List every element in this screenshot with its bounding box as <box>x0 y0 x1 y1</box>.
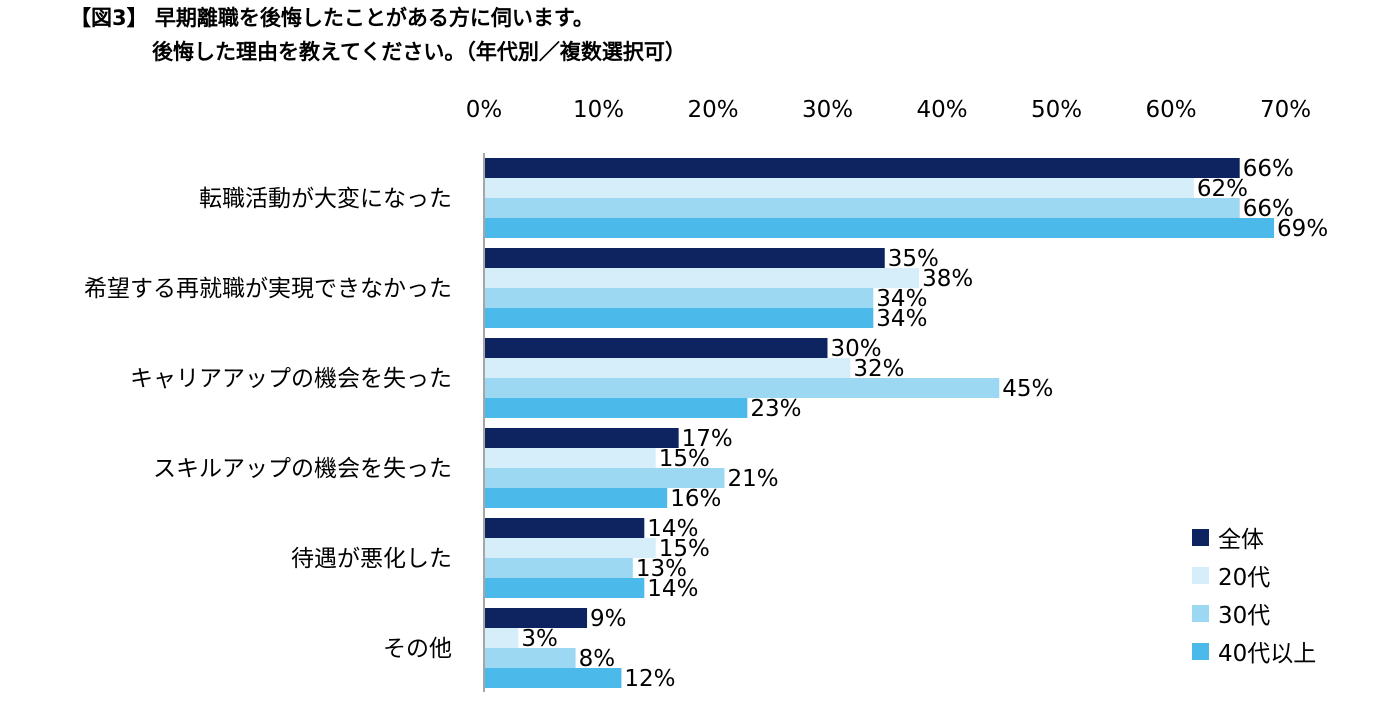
bar-0-series-3 <box>484 218 1275 238</box>
legend-swatch-40plus <box>1192 642 1209 660</box>
bar-2-series-0 <box>484 338 828 358</box>
data-label-3-series-3: 16% <box>670 486 721 512</box>
legend-label-all: 全体 <box>1218 527 1264 553</box>
legend-label-20s: 20代 <box>1218 565 1271 591</box>
data-label-4-series-0: 14% <box>647 516 698 542</box>
data-label-5-series-0: 9% <box>590 606 627 632</box>
data-label-2-series-3: 23% <box>750 396 801 422</box>
data-label-0-series-3: 69% <box>1277 216 1328 242</box>
bar-3-series-0 <box>484 428 679 448</box>
bar-4-series-3 <box>484 578 645 598</box>
data-label-0-series-0: 66% <box>1243 156 1294 182</box>
x-tick-label-50: 50% <box>1031 97 1082 123</box>
data-label-3-series-0: 17% <box>682 426 733 452</box>
legend-swatch-all <box>1192 528 1209 546</box>
data-label-1-series-0: 35% <box>888 246 939 272</box>
bar-1-series-0 <box>484 248 885 268</box>
bar-1-series-1 <box>484 268 920 288</box>
bar-1-series-3 <box>484 308 874 328</box>
category-label-4: 待遇が悪化した <box>291 546 452 572</box>
data-label-3-series-1: 15% <box>659 446 710 472</box>
category-label-2: キャリアアップの機会を失った <box>130 366 452 392</box>
category-label-3: スキルアップの機会を失った <box>153 456 452 482</box>
bar-0-series-0 <box>484 158 1240 178</box>
legend-label-30s: 30代 <box>1218 603 1271 629</box>
bar-4-series-2 <box>484 558 633 578</box>
category-label-5: その他 <box>383 636 452 662</box>
x-tick-label-30: 30% <box>802 97 853 123</box>
x-tick-label-0: 0% <box>466 97 503 123</box>
legend-label-40plus: 40代以上 <box>1218 641 1317 667</box>
bar-4-series-1 <box>484 538 656 558</box>
category-label-1: 希望する再就職が実現できなかった <box>84 276 452 302</box>
bar-2-series-1 <box>484 358 851 378</box>
bar-0-series-2 <box>484 198 1240 218</box>
legend-item-20s: 20代 <box>1192 556 1316 594</box>
data-label-0-series-1: 62% <box>1197 176 1248 202</box>
x-tick-label-60: 60% <box>1145 97 1196 123</box>
data-label-2-series-0: 30% <box>831 336 882 362</box>
chart-title-line1: 【図3】 早期離職を後悔したことがある方に伺います。 <box>70 6 594 30</box>
bar-5-series-3 <box>484 668 622 688</box>
x-tick-label-70: 70% <box>1260 97 1311 123</box>
category-label-0: 転職活動が大変になった <box>199 186 452 212</box>
x-tick-label-20: 20% <box>687 97 738 123</box>
data-label-4-series-2: 13% <box>636 556 687 582</box>
legend: 全体 20代 30代 40代以上 <box>1192 518 1316 670</box>
bar-0-series-1 <box>484 178 1194 198</box>
legend-item-30s: 30代 <box>1192 594 1316 632</box>
data-label-4-series-3: 14% <box>647 576 698 602</box>
legend-item-40plus: 40代以上 <box>1192 632 1316 670</box>
x-tick-label-40: 40% <box>916 97 967 123</box>
legend-swatch-30s <box>1192 604 1209 622</box>
data-label-1-series-3: 34% <box>876 306 927 332</box>
bar-3-series-2 <box>484 468 725 488</box>
legend-item-all: 全体 <box>1192 518 1316 556</box>
bar-2-series-3 <box>484 398 748 418</box>
bar-5-series-1 <box>484 628 519 648</box>
data-label-5-series-3: 12% <box>624 666 675 692</box>
bar-4-series-0 <box>484 518 645 538</box>
data-label-1-series-2: 34% <box>876 286 927 312</box>
bar-3-series-1 <box>484 448 656 468</box>
bar-1-series-2 <box>484 288 874 308</box>
legend-swatch-20s <box>1192 566 1209 584</box>
data-label-0-series-2: 66% <box>1243 196 1294 222</box>
data-label-3-series-2: 21% <box>727 466 778 492</box>
data-label-5-series-2: 8% <box>579 646 616 672</box>
bar-2-series-2 <box>484 378 1000 398</box>
bar-5-series-0 <box>484 608 588 628</box>
bar-5-series-2 <box>484 648 576 668</box>
x-tick-label-10: 10% <box>573 97 624 123</box>
chart-title-line2: 後悔した理由を教えてください。（年代別／複数選択可） <box>152 40 686 64</box>
data-label-1-series-1: 38% <box>922 266 973 292</box>
data-label-4-series-1: 15% <box>659 536 710 562</box>
data-label-2-series-1: 32% <box>853 356 904 382</box>
data-label-5-series-1: 3% <box>521 626 558 652</box>
bar-3-series-3 <box>484 488 668 508</box>
data-label-2-series-2: 45% <box>1002 376 1053 402</box>
